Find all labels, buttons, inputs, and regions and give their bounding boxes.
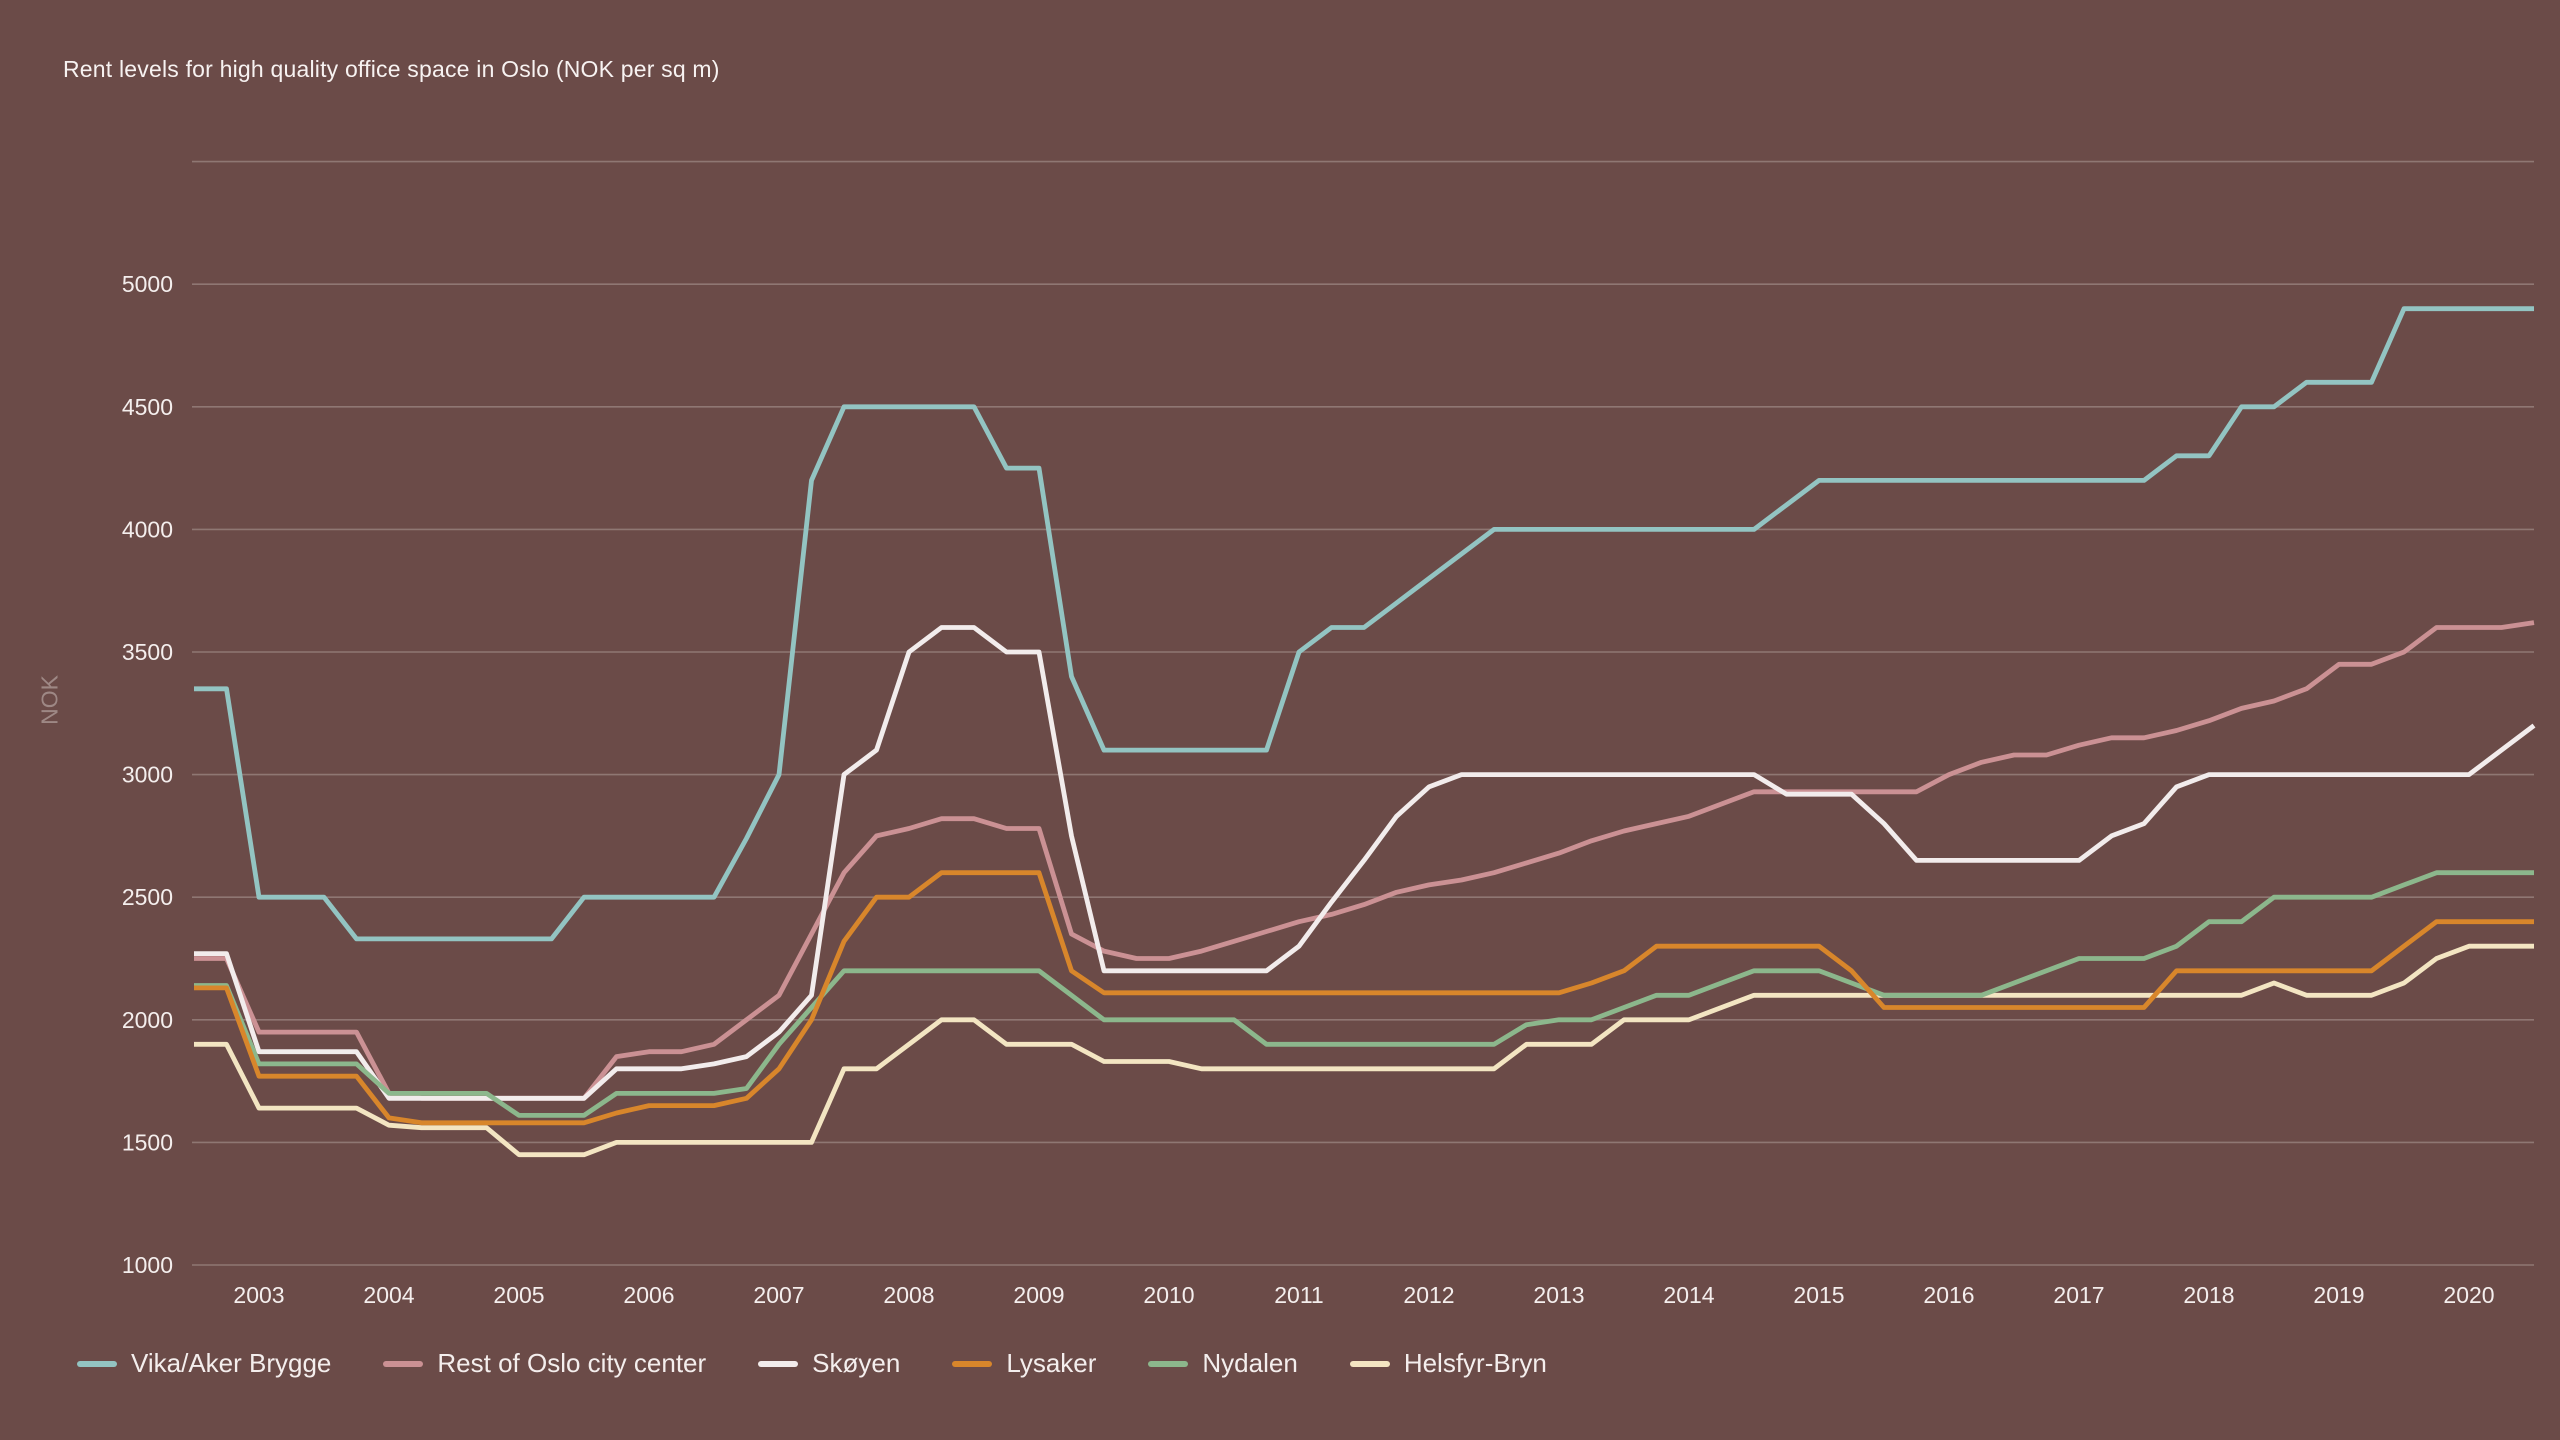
series-lines bbox=[194, 306, 2536, 1158]
legend-item-helsfyr-bryn[interactable]: Helsfyr-Bryn bbox=[1349, 1348, 1547, 1379]
legend-swatch-icon-vika-aker-brygge bbox=[77, 1360, 117, 1367]
y-tick-label-4500: 4500 bbox=[122, 394, 173, 420]
legend-swatch-icon-helsfyr-bryn bbox=[1349, 1360, 1390, 1367]
y-tick-label-1000: 1000 bbox=[122, 1252, 173, 1278]
chart-title: Rent levels for high quality office spac… bbox=[63, 56, 720, 82]
legend: Vika/Aker Brygge Rest of Oslo city center… bbox=[77, 1348, 1547, 1379]
series-line-helsfyr-bryn[interactable] bbox=[194, 943, 2534, 1158]
legend-label-vika-aker-brygge: Vika/Aker Brygge bbox=[131, 1348, 332, 1378]
x-tick-label-2020: 2020 bbox=[2443, 1282, 2494, 1308]
legend-item-nydalen[interactable]: Nydalen bbox=[1148, 1348, 1298, 1379]
x-tick-label-2011: 2011 bbox=[1274, 1282, 1323, 1308]
legend-item-rest-of-oslo-city-center[interactable]: Rest of Oslo city center bbox=[383, 1348, 706, 1379]
series-line-lysaker[interactable] bbox=[194, 870, 2534, 1126]
x-tick-label-2009: 2009 bbox=[1013, 1282, 1064, 1308]
x-tick-label-2012: 2012 bbox=[1403, 1282, 1454, 1308]
series-line-nydalen[interactable] bbox=[194, 870, 2534, 1118]
x-tick-label-2018: 2018 bbox=[2183, 1282, 2234, 1308]
legend-item-lysaker[interactable]: Lysaker bbox=[952, 1348, 1096, 1379]
x-tick-label-2013: 2013 bbox=[1533, 1282, 1584, 1308]
gridlines bbox=[192, 160, 2534, 1266]
x-tick-label-2016: 2016 bbox=[1923, 1282, 1974, 1308]
x-tick-label-2014: 2014 bbox=[1663, 1282, 1714, 1308]
x-tick-label-2005: 2005 bbox=[493, 1282, 544, 1308]
legend-label-rest-of-oslo-city-center: Rest of Oslo city center bbox=[437, 1348, 707, 1378]
legend-label-helsfyr-bryn: Helsfyr-Bryn bbox=[1403, 1348, 1547, 1378]
y-tick-label-3000: 3000 bbox=[122, 762, 173, 788]
y-tick-label-4000: 4000 bbox=[122, 516, 173, 542]
y-tick-label-5000: 5000 bbox=[122, 271, 173, 297]
x-tick-label-2017: 2017 bbox=[2053, 1282, 2104, 1308]
legend-swatch-icon-rest-of-oslo-city-center bbox=[383, 1360, 424, 1367]
legend-item-vika-aker-brygge[interactable]: Vika/Aker Brygge bbox=[77, 1348, 331, 1379]
y-tick-label-2000: 2000 bbox=[122, 1007, 173, 1033]
series-line-vika-aker-brygge[interactable] bbox=[194, 306, 2534, 942]
legend-label-nydalen: Nydalen bbox=[1202, 1348, 1298, 1378]
y-tick-label-3500: 3500 bbox=[122, 639, 173, 665]
x-tick-labels: 2003 2004 2005 2006 2007 2008 2009 2010 2011 2012… bbox=[233, 1282, 2494, 1308]
y-tick-labels: 1000 1500 2000 2500 3000 3500 4000 4500 5000 bbox=[122, 271, 173, 1278]
x-tick-label-2010: 2010 bbox=[1143, 1282, 1194, 1308]
x-tick-label-2015: 2015 bbox=[1793, 1282, 1844, 1308]
legend-item-sk-yen[interactable]: Skøyen bbox=[758, 1348, 900, 1379]
legend-label-lysaker: Lysaker bbox=[1006, 1348, 1097, 1378]
x-tick-label-2006: 2006 bbox=[623, 1282, 674, 1308]
x-tick-label-2003: 2003 bbox=[233, 1282, 284, 1308]
series-line-sk-yen[interactable] bbox=[194, 625, 2536, 1101]
x-tick-label-2004: 2004 bbox=[363, 1282, 414, 1308]
y-tick-label-2500: 2500 bbox=[122, 884, 173, 910]
legend-label-sk-yen: Skøyen bbox=[812, 1348, 901, 1378]
x-tick-label-2008: 2008 bbox=[883, 1282, 934, 1308]
y-tick-label-1500: 1500 bbox=[122, 1129, 173, 1155]
legend-swatch-icon-lysaker bbox=[952, 1360, 993, 1367]
x-tick-label-2007: 2007 bbox=[753, 1282, 804, 1308]
x-tick-label-2019: 2019 bbox=[2313, 1282, 2364, 1308]
legend-swatch-icon-sk-yen bbox=[758, 1360, 799, 1367]
legend-swatch-icon-nydalen bbox=[1148, 1360, 1189, 1367]
